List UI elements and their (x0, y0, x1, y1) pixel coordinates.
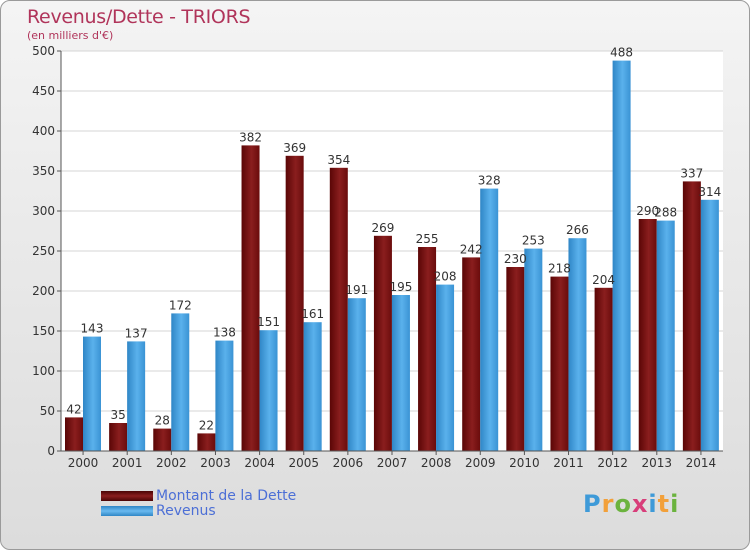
y-tick-label: 350 (32, 164, 55, 178)
data-label-debt-2002: 28 (155, 414, 170, 428)
data-label-debt-2000: 42 (66, 402, 81, 416)
y-tick-label: 400 (32, 124, 55, 138)
bar-debt-2007 (373, 235, 392, 451)
bar-debt-2008 (418, 247, 437, 451)
data-label-debt-2005: 369 (283, 141, 306, 155)
bar-debt-2004 (241, 145, 260, 451)
data-label-revenus-2009: 328 (478, 174, 501, 188)
data-label-revenus-2004: 151 (257, 315, 280, 329)
x-tick-label: 2000 (68, 456, 99, 470)
bar-revenus-2013 (656, 220, 675, 451)
bar-revenus-2007 (391, 295, 410, 451)
x-tick-label: 2005 (288, 456, 319, 470)
bar-revenus-2014 (700, 199, 719, 451)
bar-debt-2006 (329, 167, 348, 452)
x-tick-label: 2003 (200, 456, 231, 470)
data-label-debt-2006: 354 (327, 153, 350, 167)
chart-subtitle: (en milliers d'€) (27, 29, 114, 42)
x-tick-label: 2007 (377, 456, 408, 470)
x-tick-label: 2014 (686, 456, 717, 470)
data-label-debt-2012: 204 (592, 273, 615, 287)
data-label-debt-2003: 22 (199, 418, 214, 432)
bar-revenus-2005 (303, 322, 322, 451)
x-tick-label: 2008 (421, 456, 452, 470)
data-label-revenus-2008: 208 (434, 270, 457, 284)
x-tick-label: 2011 (553, 456, 584, 470)
y-tick-label: 0 (47, 444, 55, 458)
bar-revenus-2003 (215, 340, 234, 451)
y-tick-label: 50 (40, 404, 55, 418)
data-label-revenus-2012: 488 (610, 46, 633, 60)
legend-item-debt: Montant de la Dette (101, 488, 296, 504)
data-label-revenus-2013: 288 (654, 206, 677, 220)
bar-revenus-2002 (171, 313, 190, 451)
data-label-revenus-2000: 143 (81, 322, 104, 336)
bar-debt-2005 (285, 155, 304, 452)
data-label-revenus-2003: 138 (213, 326, 236, 340)
bar-debt-2011 (550, 276, 569, 451)
bar-debt-2000 (65, 417, 83, 451)
data-label-revenus-2005: 161 (301, 307, 324, 321)
data-label-debt-2001: 35 (110, 408, 125, 422)
bar-debt-2003 (197, 433, 216, 451)
data-label-revenus-2007: 195 (389, 280, 412, 294)
bar-revenus-2004 (259, 330, 278, 451)
x-tick-label: 2013 (642, 456, 673, 470)
chart-title: Revenus/Dette - TRIORS (27, 6, 251, 28)
bar-debt-2001 (109, 423, 128, 451)
x-tick-label: 2002 (156, 456, 187, 470)
bar-revenus-2001 (127, 341, 146, 451)
data-label-debt-2004: 382 (239, 130, 262, 144)
legend-swatch-revenus (101, 506, 153, 516)
x-tick-label: 2006 (333, 456, 364, 470)
bar-debt-2002 (153, 428, 172, 451)
legend-item-revenus: Revenus (101, 503, 216, 519)
data-label-debt-2014: 337 (680, 166, 703, 180)
y-tick-label: 450 (32, 84, 55, 98)
data-label-debt-2013: 290 (636, 204, 659, 218)
data-label-revenus-2011: 266 (566, 223, 589, 237)
legend-swatch-debt (101, 491, 153, 501)
bar-revenus-2011 (568, 238, 587, 451)
x-tick-label: 2001 (112, 456, 143, 470)
data-label-revenus-2014: 314 (698, 185, 721, 199)
bar-revenus-2000 (83, 336, 101, 451)
data-label-debt-2007: 269 (371, 221, 394, 235)
x-tick-label: 2010 (509, 456, 540, 470)
x-tick-label: 2004 (244, 456, 275, 470)
data-label-debt-2011: 218 (548, 262, 571, 276)
bar-debt-2014 (682, 181, 701, 451)
bar-revenus-2009 (480, 188, 499, 451)
bar-revenus-2008 (436, 284, 455, 451)
proxiti-logo: Proxiti (583, 490, 680, 518)
data-label-debt-2009: 242 (460, 242, 483, 256)
legend-label-revenus: Revenus (156, 503, 216, 519)
data-label-debt-2010: 230 (504, 252, 527, 266)
bar-revenus-2006 (347, 298, 366, 451)
y-tick-label: 500 (32, 44, 55, 58)
data-label-revenus-2010: 253 (522, 234, 545, 248)
bar-revenus-2010 (524, 248, 543, 451)
x-tick-label: 2012 (597, 456, 628, 470)
y-tick-label: 100 (32, 364, 55, 378)
data-label-debt-2008: 255 (416, 232, 439, 246)
y-tick-label: 250 (32, 244, 55, 258)
y-tick-label: 300 (32, 204, 55, 218)
y-tick-label: 150 (32, 324, 55, 338)
x-tick-label: 2009 (465, 456, 496, 470)
bar-debt-2009 (462, 257, 481, 451)
bar-revenus-2012 (612, 60, 631, 451)
legend-label-debt: Montant de la Dette (156, 488, 297, 504)
bar-debt-2013 (638, 219, 657, 451)
bar-debt-2010 (506, 267, 525, 451)
data-label-revenus-2006: 191 (345, 283, 368, 297)
data-label-revenus-2002: 172 (169, 298, 192, 312)
y-tick-label: 200 (32, 284, 55, 298)
bar-debt-2012 (594, 287, 613, 451)
data-label-revenus-2001: 137 (125, 326, 148, 340)
